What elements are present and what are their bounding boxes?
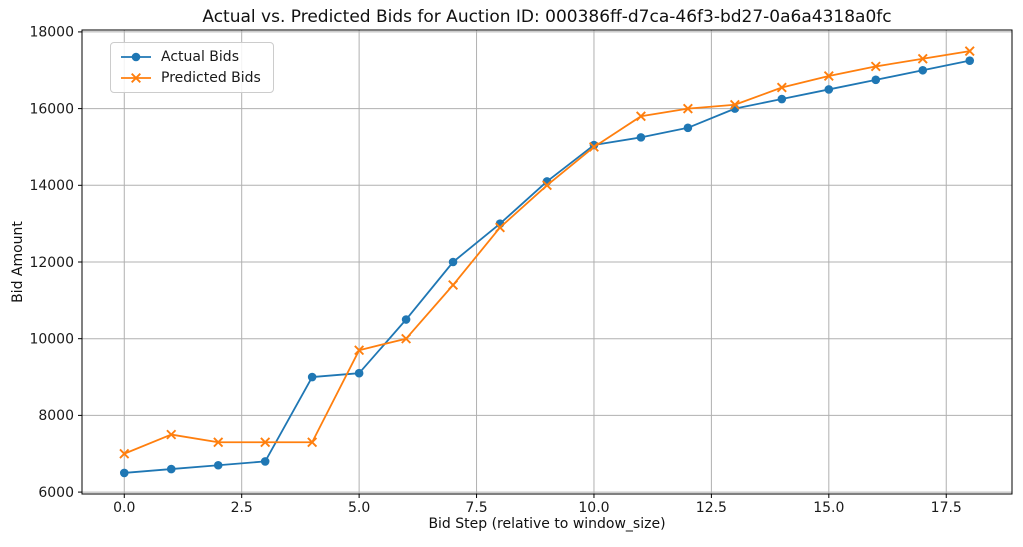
svg-text:18000: 18000 <box>29 25 74 41</box>
actual-bids-series <box>119 56 975 478</box>
svg-text:14000: 14000 <box>29 178 74 194</box>
svg-text:5.0: 5.0 <box>348 500 370 516</box>
svg-text:2.5: 2.5 <box>231 500 253 516</box>
svg-text:15.0: 15.0 <box>813 500 844 516</box>
svg-text:12.5: 12.5 <box>696 500 727 516</box>
svg-text:0.0: 0.0 <box>113 500 135 516</box>
svg-text:16000: 16000 <box>29 101 74 117</box>
legend-item-predicted-bids: Predicted Bids <box>119 70 261 86</box>
svg-text:6000: 6000 <box>38 485 74 501</box>
svg-text:10.0: 10.0 <box>578 500 609 516</box>
predicted-bids-series <box>119 46 975 459</box>
chart-title: Actual vs. Predicted Bids for Auction ID… <box>202 7 892 27</box>
actual-bids-line-sample-icon <box>121 52 151 62</box>
y-axis-ticks: 6000 8000 10000 12000 14000 16000 18000 <box>29 25 82 501</box>
svg-text:8000: 8000 <box>38 408 74 424</box>
x-axis-label: Bid Step (relative to window_size) <box>428 516 666 532</box>
y-axis-label: Bid Amount <box>10 221 26 303</box>
legend-item-actual-bids: Actual Bids <box>119 49 261 65</box>
svg-text:7.5: 7.5 <box>465 500 487 516</box>
gridlines <box>82 30 1012 494</box>
svg-text:17.5: 17.5 <box>931 500 962 516</box>
x-axis-ticks: 0.0 2.5 5.0 7.5 10.0 12.5 15.0 17.5 <box>113 494 962 516</box>
svg-text:12000: 12000 <box>29 255 74 271</box>
legend-label-actual-bids: Actual Bids <box>161 49 239 65</box>
legend-label-predicted-bids: Predicted Bids <box>161 70 261 86</box>
legend: Actual Bids Predicted Bids <box>110 42 274 93</box>
svg-text:10000: 10000 <box>29 331 74 347</box>
predicted-bids-line-sample-icon <box>121 73 151 83</box>
